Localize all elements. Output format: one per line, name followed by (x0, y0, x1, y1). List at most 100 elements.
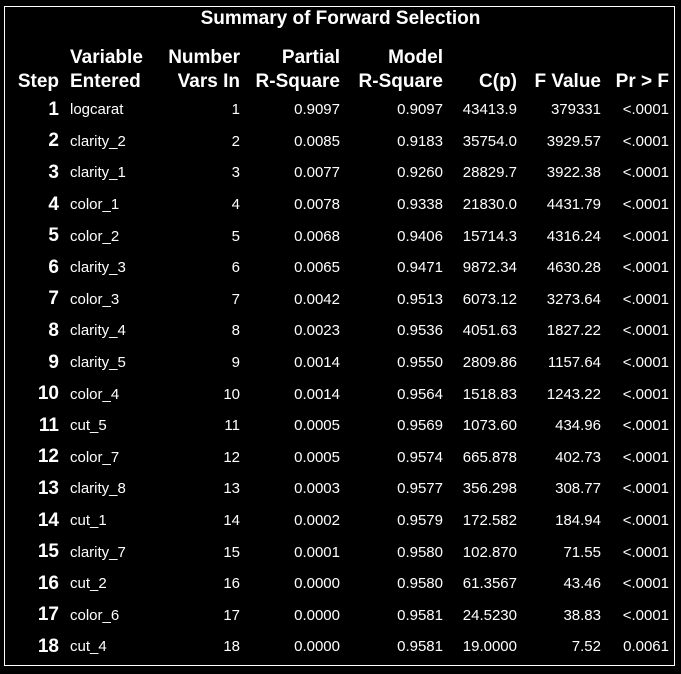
cell-model-r-square: 0.9580 (397, 575, 443, 593)
table-title: Summary of Forward Selection (200, 8, 481, 29)
cell-model-r-square: 0.9513 (397, 290, 443, 308)
cell-model-r-square: 0.9574 (397, 448, 443, 466)
table-row: 16 cut_2 16 0.0000 0.9580 61.3567 43.46 <.0001 (6, 568, 669, 600)
cell-cp: 9872.34 (462, 259, 517, 277)
cell-cp: 15714.3 (462, 227, 517, 245)
cell-step: 2 (48, 130, 59, 152)
cell-variable: color_2 (70, 227, 120, 245)
cell-partial-r-square: 0.0000 (294, 575, 340, 593)
cell-number-vars-in: 17 (223, 606, 240, 624)
cell-cp: 2809.86 (462, 354, 517, 372)
cell-cp: 35754.0 (462, 132, 517, 150)
cell-variable: color_1 (70, 196, 120, 214)
cell-pr-f: <.0001 (622, 448, 669, 466)
cell-cp: 356.298 (462, 480, 517, 498)
cell-number-vars-in: 6 (231, 259, 240, 277)
cell-partial-r-square: 0.0014 (294, 354, 340, 372)
cell-model-r-square: 0.9564 (397, 385, 443, 403)
cell-variable: cut_5 (70, 417, 107, 435)
cell-model-r-square: 0.9536 (397, 322, 443, 340)
cell-partial-r-square: 0.0000 (294, 638, 340, 656)
cell-model-r-square: 0.9183 (397, 132, 443, 150)
cell-pr-f: <.0001 (622, 290, 669, 308)
header-partial-line1: Partial (281, 47, 340, 68)
cell-number-vars-in: 8 (231, 322, 240, 340)
cell-step: 4 (48, 193, 59, 215)
cell-cp: 28829.7 (462, 164, 517, 182)
table-row: 4 color_1 4 0.0078 0.9338 21830.0 4431.79 <.000… (6, 189, 669, 221)
cell-pr-f: <.0001 (622, 575, 669, 593)
cell-pr-f: <.0001 (622, 101, 669, 119)
cell-f-value: 3922.38 (546, 164, 601, 182)
cell-f-value: 3929.57 (546, 132, 601, 150)
cell-pr-f: <.0001 (622, 132, 669, 150)
cell-model-r-square: 0.9577 (397, 480, 443, 498)
cell-step: 6 (48, 256, 59, 278)
table-row: 14 cut_1 14 0.0002 0.9579 172.582 184.94 <.0001 (6, 505, 669, 537)
cell-step: 18 (37, 635, 59, 657)
cell-cp: 172.582 (462, 512, 517, 530)
header-f-line1: F Value (534, 71, 601, 92)
cell-partial-r-square: 0.0085 (294, 132, 340, 150)
header-number-vars-in: Number Vars In (160, 41, 240, 94)
cell-pr-f: <.0001 (622, 543, 669, 561)
cell-pr-f: <.0001 (622, 259, 669, 277)
cell-step: 9 (48, 351, 59, 373)
cell-variable: color_4 (70, 385, 120, 403)
cell-step: 15 (37, 541, 59, 563)
header-number-line1: Number (168, 47, 240, 68)
table-row: 7 color_3 7 0.0042 0.9513 6073.12 3273.64 <.000… (6, 284, 669, 316)
cell-step: 12 (37, 446, 59, 468)
header-number-line2: Vars In (177, 71, 240, 92)
header-model-line2: R-Square (358, 71, 443, 92)
cell-f-value: 308.77 (555, 480, 601, 498)
cell-f-value: 379331 (550, 101, 601, 119)
cell-partial-r-square: 0.0078 (294, 196, 340, 214)
cell-partial-r-square: 0.0005 (294, 448, 340, 466)
cell-variable: clarity_8 (70, 480, 126, 498)
header-model-line1: Model (388, 47, 443, 68)
cell-cp: 102.870 (462, 543, 517, 561)
header-partial-r-square: Partial R-Square (240, 41, 340, 94)
cell-variable: color_6 (70, 606, 120, 624)
cell-cp: 19.0000 (462, 638, 517, 656)
cell-variable: clarity_2 (70, 132, 126, 150)
table-row: 3 clarity_1 3 0.0077 0.9260 28829.7 3922.38 <.0… (6, 157, 669, 189)
table-row: 1 logcarat 1 0.9097 0.9097 43413.9 379331 <.000… (6, 94, 669, 126)
cell-f-value: 1243.22 (546, 385, 601, 403)
cell-step: 7 (48, 288, 59, 310)
cell-partial-r-square: 0.0005 (294, 417, 340, 435)
cell-f-value: 3273.64 (546, 290, 601, 308)
table-frame (4, 6, 675, 666)
table-row: 13 clarity_8 13 0.0003 0.9577 356.298 308.77 <.… (6, 473, 669, 505)
cell-number-vars-in: 1 (231, 101, 240, 119)
table-row: 18 cut_4 18 0.0000 0.9581 19.0000 7.52 0.0061 (6, 631, 669, 663)
cell-step: 1 (48, 98, 59, 120)
cell-number-vars-in: 11 (224, 417, 240, 435)
cell-number-vars-in: 13 (223, 480, 240, 498)
cell-model-r-square: 0.9550 (397, 354, 443, 372)
cell-partial-r-square: 0.0023 (294, 322, 340, 340)
cell-variable: clarity_1 (70, 164, 126, 182)
cell-variable: logcarat (70, 101, 124, 119)
cell-f-value: 43.46 (563, 575, 601, 593)
cell-cp: 665.878 (462, 448, 517, 466)
table-row: 2 clarity_2 2 0.0085 0.9183 35754.0 3929.57 <.0… (6, 126, 669, 158)
cell-partial-r-square: 0.0000 (294, 606, 340, 624)
table-row: 8 clarity_4 8 0.0023 0.9536 4051.63 1827.22 <.0… (6, 315, 669, 347)
cell-variable: clarity_3 (70, 259, 126, 277)
header-model-r-square: Model R-Square (340, 41, 443, 94)
header-variable-line1: Variable (70, 47, 143, 68)
cell-step: 3 (48, 161, 59, 183)
cell-cp: 61.3567 (462, 575, 517, 593)
table-row: 11 cut_5 11 0.0005 0.9569 1073.60 434.96 <.0001 (6, 410, 669, 442)
cell-model-r-square: 0.9580 (397, 543, 443, 561)
cell-cp: 21830.0 (462, 196, 517, 214)
table-row: 17 color_6 17 0.0000 0.9581 24.5230 38.83 <.000… (6, 600, 669, 632)
cell-number-vars-in: 3 (231, 164, 240, 182)
cell-partial-r-square: 0.0042 (294, 290, 340, 308)
cell-number-vars-in: 4 (231, 196, 240, 214)
cell-pr-f: <.0001 (622, 480, 669, 498)
cell-variable: cut_4 (70, 638, 107, 656)
table-body: 1 logcarat 1 0.9097 0.9097 43413.9 379331 <.000… (6, 94, 669, 663)
